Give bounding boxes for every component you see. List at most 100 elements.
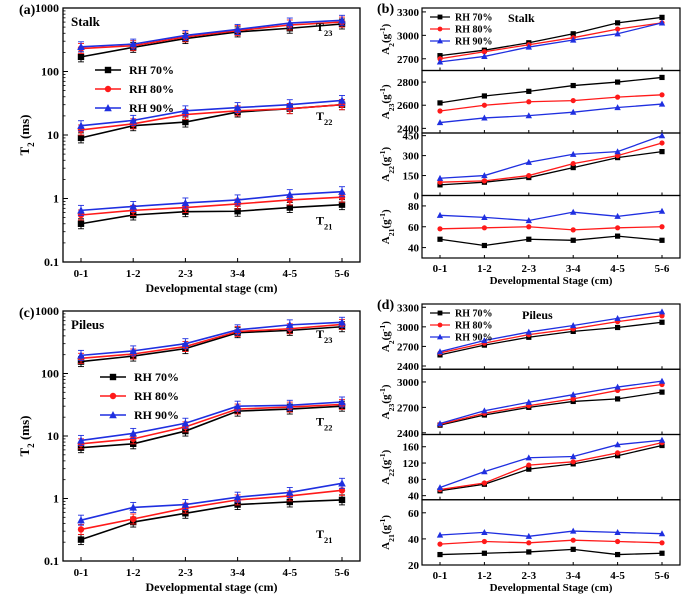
data-point-triangle xyxy=(570,453,577,460)
series-line xyxy=(439,311,663,353)
data-point-triangle xyxy=(436,420,444,427)
data-point-square xyxy=(481,242,487,249)
series-line xyxy=(439,539,663,545)
data-point-triangle xyxy=(481,172,488,179)
label-part: 22 xyxy=(324,117,332,126)
data-point-square xyxy=(570,328,576,335)
data-point-triangle xyxy=(525,532,532,539)
data-point-triangle xyxy=(614,314,621,321)
data-point-square xyxy=(437,14,443,20)
label-part: (g xyxy=(380,459,392,469)
y-axis-title: A21(g-1) xyxy=(378,209,396,244)
label-part: (g xyxy=(380,525,392,535)
data-point-circle xyxy=(659,313,665,319)
data-point-triangle xyxy=(436,174,444,181)
data-point-triangle xyxy=(338,96,346,104)
label-part: T xyxy=(316,415,324,429)
label-part: ) xyxy=(380,209,392,213)
data-point-triangle xyxy=(525,398,532,405)
data-point-triangle xyxy=(481,213,488,220)
label-part: 23 xyxy=(387,404,396,412)
data-point-triangle xyxy=(614,148,621,155)
data-point-square xyxy=(659,237,665,243)
subplot-frame xyxy=(421,132,681,197)
data-point-circle xyxy=(659,540,665,546)
x-tick-label: 0-1 xyxy=(74,268,89,280)
data-point-triangle xyxy=(525,158,532,165)
data-point-triangle xyxy=(436,484,444,491)
legend-label: RH 80% xyxy=(455,25,493,36)
data-point-triangle xyxy=(77,206,85,214)
label-part: ) xyxy=(380,384,392,388)
data-point-triangle xyxy=(658,207,666,214)
data-point-triangle xyxy=(233,195,242,204)
y-tick-label: 80 xyxy=(408,201,420,213)
data-point-square xyxy=(77,53,85,61)
data-point-circle xyxy=(615,450,621,456)
y-tick-label: 1000 xyxy=(35,1,59,15)
data-point-triangle xyxy=(181,106,190,115)
legend-label: RH 70% xyxy=(455,13,493,24)
data-point-square xyxy=(570,164,576,171)
label-part: T xyxy=(316,327,324,341)
legend-label: RH 90% xyxy=(134,408,179,422)
data-point-circle xyxy=(338,193,346,201)
label-part: 21 xyxy=(324,222,332,231)
label-part: 21 xyxy=(387,534,396,542)
data-point-square xyxy=(659,389,665,395)
legend-label: RH 70% xyxy=(455,309,493,320)
y-axis-title: A21(g-1) xyxy=(378,515,396,550)
label-part: -1 xyxy=(378,388,387,395)
data-point-triangle xyxy=(77,351,85,359)
data-point-triangle xyxy=(570,208,577,215)
data-point-circle xyxy=(481,49,487,55)
y-tick-label: 2400 xyxy=(397,361,420,373)
label-part: ) xyxy=(380,146,392,150)
data-point-square xyxy=(615,396,621,402)
data-point-triangle xyxy=(129,40,137,48)
series-line xyxy=(80,405,343,449)
y-tick-label: 450 xyxy=(403,131,420,143)
y-tick-label: 1000 xyxy=(35,304,59,318)
data-point-triangle xyxy=(181,31,190,39)
data-point-triangle xyxy=(338,318,346,326)
data-point-triangle xyxy=(338,397,346,406)
label-part: T xyxy=(316,527,324,541)
legend-label: RH 90% xyxy=(455,333,493,344)
data-point-square xyxy=(437,236,443,242)
data-point-circle xyxy=(481,178,487,184)
data-point-square xyxy=(615,551,621,558)
data-point-circle xyxy=(526,224,532,230)
data-point-circle xyxy=(615,538,621,545)
data-point-triangle xyxy=(658,308,666,315)
x-tick-label: 4-5 xyxy=(282,268,297,280)
label-part: 2 xyxy=(26,142,36,147)
label-part: -1 xyxy=(378,150,387,157)
data-point-triangle xyxy=(181,339,190,347)
data-point-circle xyxy=(570,396,576,402)
x-tick-label: 2-3 xyxy=(521,263,536,275)
label-part: A xyxy=(380,174,392,182)
legend-label: RH 90% xyxy=(129,101,174,115)
panel-title: Pileus xyxy=(71,317,104,332)
label-part: (g xyxy=(380,331,392,341)
series-line xyxy=(439,210,663,222)
series-line xyxy=(439,383,663,425)
data-point-square xyxy=(77,220,85,227)
data-point-triangle xyxy=(233,493,242,501)
data-point-square xyxy=(437,53,443,59)
data-point-square xyxy=(526,88,532,94)
legend-label: RH 80% xyxy=(455,321,493,332)
data-point-triangle xyxy=(614,104,621,111)
series-line xyxy=(80,482,343,521)
y-tick-label: 60 xyxy=(408,508,420,520)
x-axis-title: Developmental stage (cm) xyxy=(146,580,278,594)
x-tick-label: 3-4 xyxy=(230,268,245,280)
data-point-square xyxy=(234,208,241,215)
series-line xyxy=(439,235,663,247)
data-point-triangle xyxy=(436,348,444,355)
data-point-triangle xyxy=(181,419,190,427)
data-point-triangle xyxy=(481,407,488,414)
data-point-triangle xyxy=(129,429,137,437)
series-line xyxy=(439,548,663,556)
